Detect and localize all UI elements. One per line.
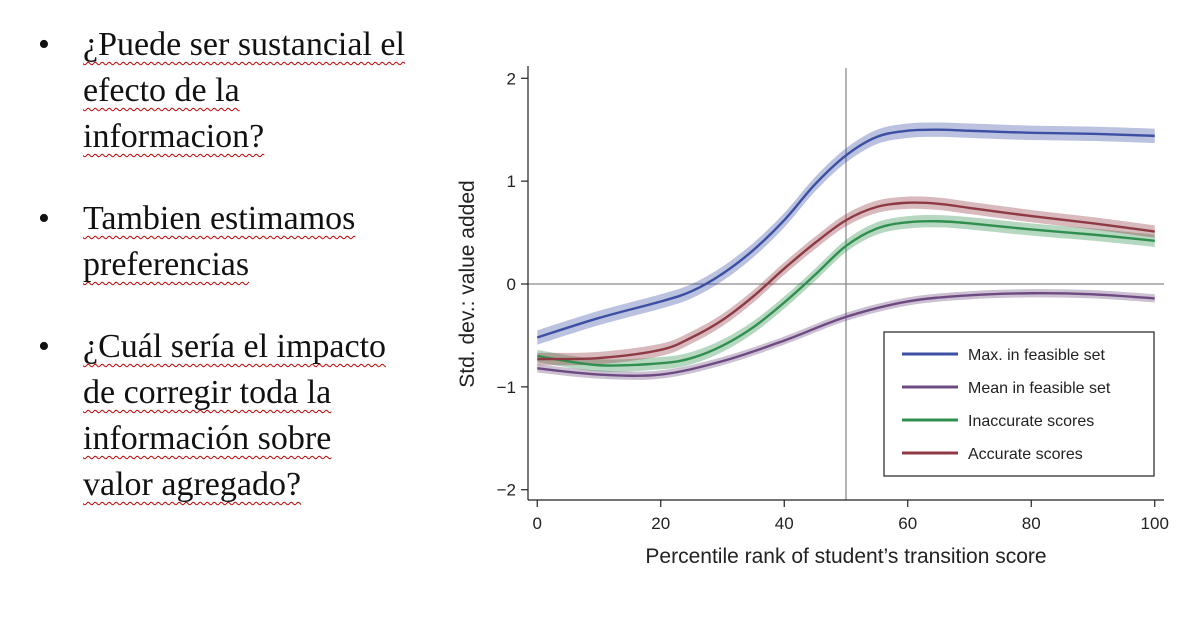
band-max-in-feasible-set bbox=[537, 122, 1155, 345]
line-inaccurate-scores bbox=[537, 219, 1155, 367]
bullet-marker: • bbox=[38, 26, 50, 63]
legend-label: Accurate scores bbox=[968, 446, 1083, 463]
y-axis-label: Std. dev.: value added bbox=[456, 180, 479, 387]
y-tick-label: 0 bbox=[507, 275, 516, 294]
bullet-item: • Tambien estimamos preferencias bbox=[38, 196, 438, 288]
bullet-marker: • bbox=[38, 328, 50, 365]
y-tick-label: −2 bbox=[497, 481, 516, 500]
x-tick-label: 100 bbox=[1141, 514, 1169, 533]
band-mean-in-feasible-set bbox=[537, 289, 1155, 380]
x-tick-label: 20 bbox=[651, 514, 670, 533]
x-tick-label: 0 bbox=[533, 514, 542, 533]
bullet-marker: • bbox=[38, 200, 50, 237]
plot-frame bbox=[528, 68, 1164, 500]
x-axis-label: Percentile rank of student’s transition … bbox=[645, 545, 1046, 568]
x-tick-label: 40 bbox=[775, 514, 794, 533]
axes: 0 20 40 60 80 100 2 1 0 −1 −2 bbox=[497, 66, 1169, 533]
bullet-text: ¿Cuál sería el impacto de corregir toda … bbox=[83, 328, 387, 503]
x-tick-label: 60 bbox=[898, 514, 917, 533]
line-max-in-feasible-set bbox=[536, 128, 1155, 339]
bullet-item: • ¿Puede ser sustancial el efecto de la … bbox=[38, 22, 438, 160]
legend-label: Inaccurate scores bbox=[968, 413, 1094, 430]
y-tick-label: 2 bbox=[507, 69, 516, 88]
x-tick-label: 80 bbox=[1022, 514, 1041, 533]
value-added-chart: 0 20 40 60 80 100 2 1 0 −1 −2 Percentile rank of s… bbox=[456, 66, 1169, 568]
legend-label: Max. in feasible set bbox=[968, 347, 1106, 364]
legend-label: Mean in feasible set bbox=[968, 380, 1111, 397]
series-lines bbox=[536, 128, 1155, 377]
y-tick-label: −1 bbox=[497, 378, 516, 397]
legend: Max. in feasible set Mean in feasible set… bbox=[883, 331, 1155, 477]
line-mean-in-feasible-set bbox=[537, 292, 1155, 377]
bullet-text: ¿Puede ser sustancial el efecto de la in… bbox=[83, 26, 405, 155]
bullet-text: Tambien estimamos preferencias bbox=[83, 200, 356, 283]
line-accurate-scores bbox=[537, 201, 1155, 361]
y-tick-label: 1 bbox=[507, 172, 516, 191]
bullet-item: • ¿Cuál sería el impacto de corregir tod… bbox=[38, 324, 438, 508]
bullet-list: • ¿Puede ser sustancial el efecto de la … bbox=[38, 22, 438, 544]
